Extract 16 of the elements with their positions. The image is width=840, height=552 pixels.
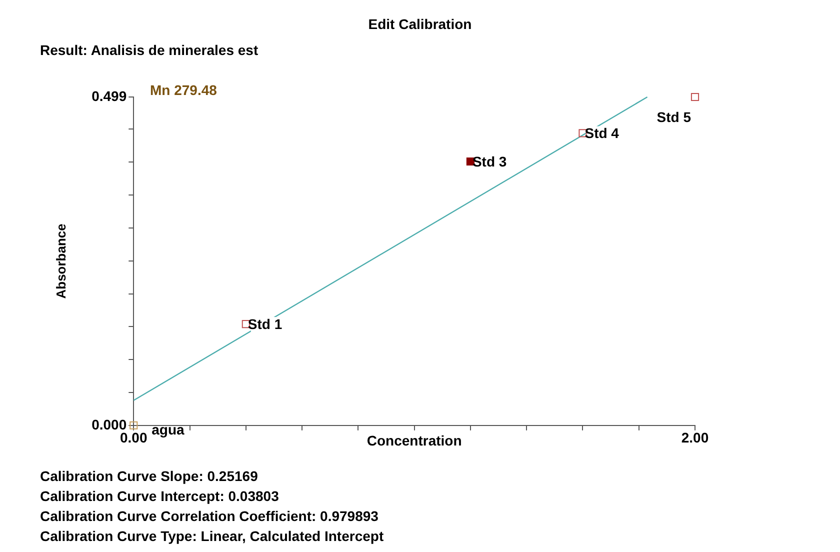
annotation: agua [152,421,185,438]
x-tick-label: 2.00 [681,430,709,446]
text: Calibration Curve Type: Linear, Calculated Intercept [40,527,384,546]
y-axis-title: Absorbance [53,224,68,299]
annotation: Std 5 [656,108,692,125]
y-tick-label: 0.499 [92,88,127,104]
annotation: Mn 279.48 [150,82,217,98]
y-tick-label: 0.000 [92,416,127,432]
text: Calibration Curve Slope: 0.25169 [40,467,259,486]
text: Calibration Curve Correlation Coefficient: 0.979893 [40,507,380,526]
point [690,92,700,102]
x-tick-label: 0.00 [120,430,148,446]
chart-subtitle: Result: Analisis de minerales est [40,42,258,58]
x-axis-title: Concentration [366,432,462,448]
chart-title: Edit Calibration [367,16,473,32]
text: Calibration Curve Intercept: 0.03803 [40,487,280,506]
